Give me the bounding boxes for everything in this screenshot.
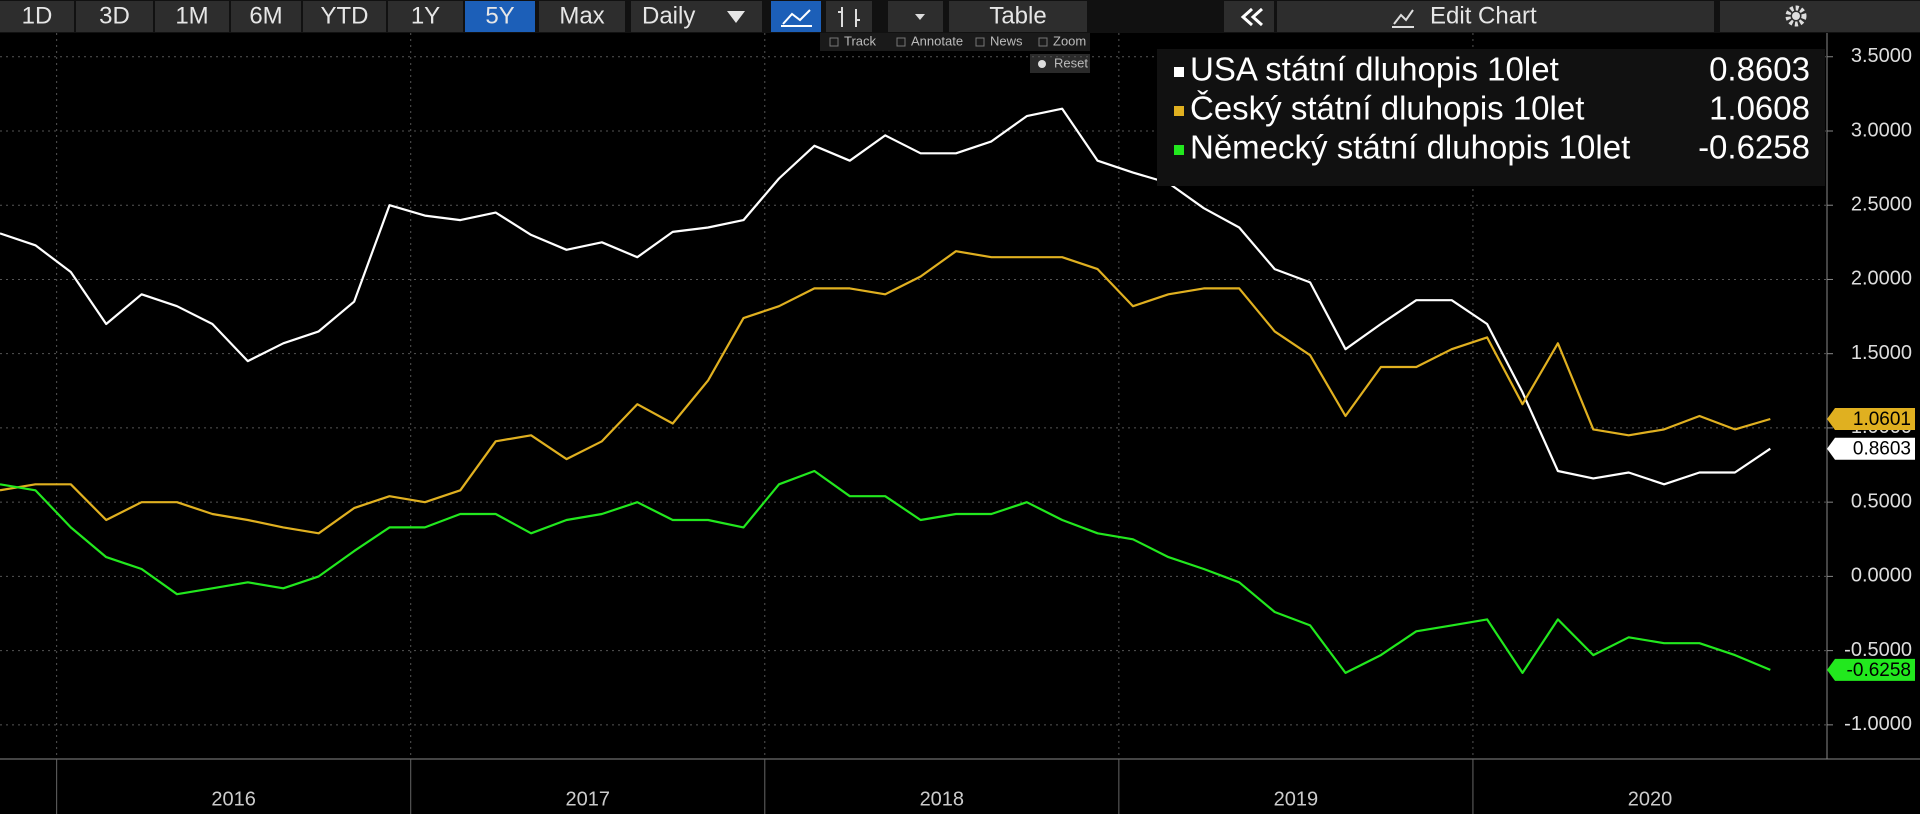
range-label[interactable]: YTD [321,2,369,29]
edit-icon [1392,9,1414,28]
range-button[interactable] [465,1,535,32]
legend-label: Český státní dluhopis 10let [1190,90,1584,127]
reset-label[interactable]: Reset [1054,55,1088,70]
range-button[interactable] [155,1,229,32]
bar-icon [838,7,860,27]
tool-icon [829,37,839,47]
range-button[interactable] [76,1,153,32]
y-tick-label: 3.0000 [1851,119,1912,141]
y-tick-label: 2.5000 [1851,194,1912,216]
y-tick-label: -1.0000 [1844,713,1912,735]
tool-icon [975,37,985,47]
reset-icon [1038,60,1046,68]
range-label[interactable]: 6M [249,2,282,29]
y-tick-label: 0.5000 [1851,490,1912,512]
axis-tag-label: 1.0601 [1853,409,1911,430]
frequency-label[interactable]: Daily [642,2,695,29]
range-button[interactable] [539,1,625,32]
collapse-button[interactable] [1224,1,1274,32]
legend-swatch [1174,67,1184,77]
range-button[interactable] [303,1,386,32]
settings-hub [1792,12,1800,20]
more-button[interactable] [888,1,943,32]
line-icon [781,9,812,27]
axis-tag [1827,437,1915,460]
settings-icon [1785,5,1807,27]
tool-label[interactable]: Annotate [911,33,963,48]
dropdown-arrow [727,11,745,23]
range-label[interactable]: 5Y [485,2,514,29]
edit-button[interactable] [1277,1,1714,32]
series-line [0,107,1771,486]
axis-tag-label: -0.6258 [1847,660,1911,681]
legend-swatch [1174,145,1184,155]
legend-swatch [1174,106,1184,116]
range-label[interactable]: Max [559,2,604,29]
series-line [0,250,1771,535]
x-tick-label: 2020 [1628,788,1673,810]
table-label[interactable]: Table [989,2,1046,29]
reset-button[interactable] [1030,54,1090,73]
legend-bg [1157,49,1825,186]
range-label[interactable]: 1M [175,2,208,29]
x-tick-label: 2017 [566,788,611,810]
x-tick-label: 2018 [920,788,965,810]
range-button[interactable] [231,1,301,32]
x-tick-label: 2016 [211,788,256,810]
tool-label[interactable]: News [990,33,1023,48]
settings-button[interactable] [1720,1,1920,32]
axis-tag [1827,658,1915,681]
x-tick-label: 2019 [1274,788,1319,810]
range-label[interactable]: 1Y [411,2,440,29]
axis-tag-label: 0.8603 [1853,439,1911,460]
range-label[interactable]: 1D [22,2,53,29]
legend-label: Německý státní dluhopis 10let [1190,129,1630,166]
range-button[interactable] [0,1,74,32]
table-button[interactable] [949,1,1087,32]
edit-label[interactable]: Edit Chart [1430,2,1537,29]
range-label[interactable]: 3D [99,2,130,29]
tool-icon [896,37,906,47]
legend-value: 1.0608 [1709,90,1810,127]
y-tick-label: -0.5000 [1844,639,1912,661]
tools-bg [820,33,1090,51]
axis-tag [1827,408,1915,431]
legend-label: USA státní dluhopis 10let [1190,51,1559,88]
y-tick-label: 2.0000 [1851,268,1912,290]
more-arrow [915,14,925,20]
range-button[interactable] [388,1,463,32]
series-line [0,469,1771,674]
legend-value: 0.8603 [1709,51,1810,88]
y-tick-label: 1.5000 [1851,342,1912,364]
y-tick-label: 3.5000 [1851,45,1912,67]
tool-label[interactable]: Track [844,33,877,48]
legend-value: -0.6258 [1698,129,1810,166]
y-tick-label: 0.0000 [1851,565,1912,587]
collapse-icon [1240,7,1263,27]
bar-mode-button[interactable] [826,1,872,32]
tool-label[interactable]: Zoom [1053,33,1086,48]
tool-icon [1038,37,1048,47]
